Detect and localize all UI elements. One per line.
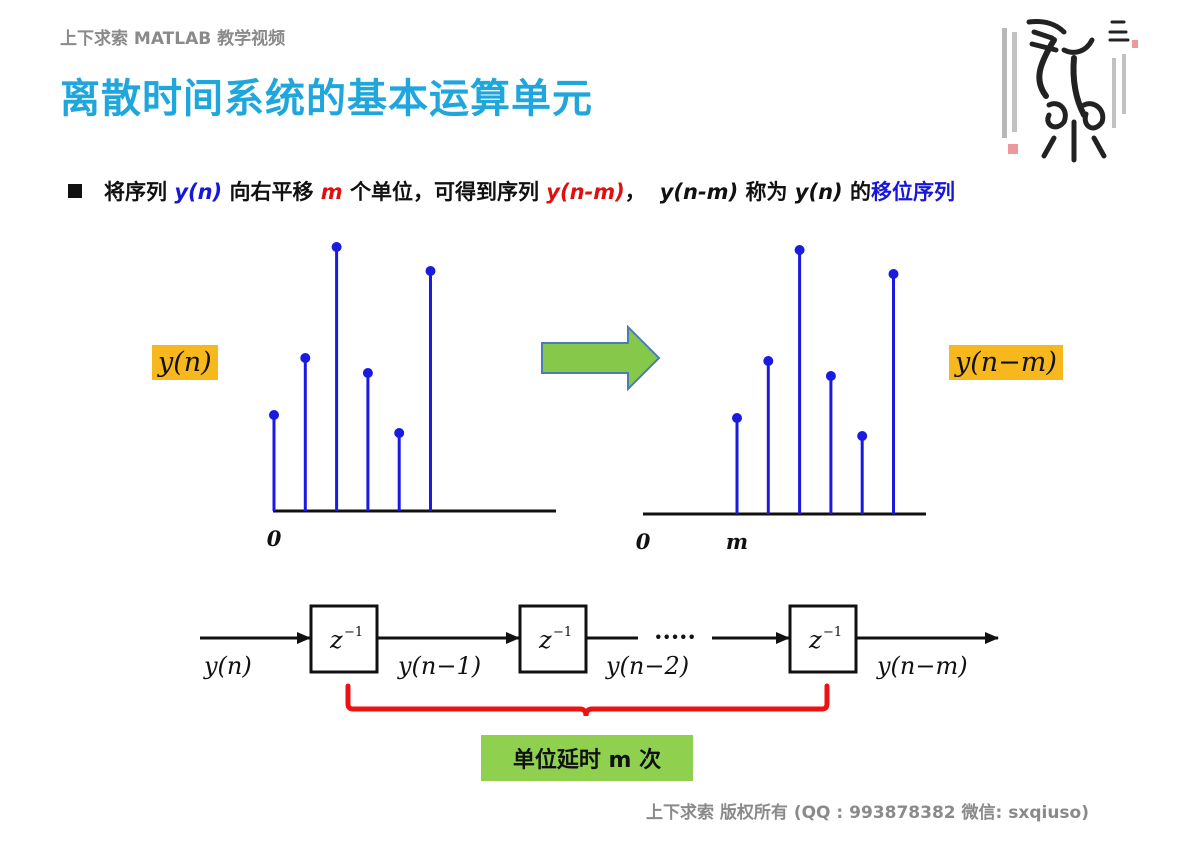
stem-marker (732, 413, 742, 423)
signal-label-yn1: y(n−1) (397, 652, 481, 680)
tick-label: m (726, 529, 748, 554)
stem-marker (857, 431, 868, 441)
right-arrow-icon (541, 324, 661, 392)
delay-block-1 (309, 604, 379, 674)
footer-copyright: 上下求索 版权所有 (QQ : 993878382 微信: sxqiuso) (646, 803, 1089, 823)
delay-exp-1: −1 (344, 625, 363, 640)
stem-chart-original: 0 (267, 242, 556, 551)
bullet-text: 将序列 y(n) 向右平移 m 个单位，可得到序列 y(n-m)， y(n-m) … (68, 176, 955, 206)
stem-marker (362, 368, 373, 378)
delay-z-1: z (329, 626, 343, 654)
seq-ynm: y(n-m) (546, 180, 625, 204)
signal-label-yn2: y(n−2) (605, 652, 689, 680)
ellipsis: ····· (654, 622, 696, 651)
delay-exp-2: −1 (553, 625, 572, 640)
header-caption: 上下求索 MATLAB 教学视频 (60, 29, 286, 49)
stem-marker (888, 269, 899, 279)
seq-yn: y(n) (174, 180, 223, 204)
shifted-sequence-term: 移位序列 (870, 180, 955, 204)
tick-label: 0 (636, 529, 651, 554)
stem-marker (425, 266, 436, 276)
stem-marker (331, 242, 342, 252)
shift-m: m (320, 180, 343, 204)
seal-calligraphy-icon (1002, 19, 1138, 163)
delay-block-m (788, 604, 858, 674)
delay-z-m: z (808, 626, 822, 654)
bullet-square-icon (68, 184, 82, 198)
delay-exp-m: −1 (823, 625, 842, 640)
stem-marker (794, 245, 805, 255)
seq-yn-2: y(n) (794, 180, 843, 204)
right-sequence-label: y(n−m) (949, 345, 1063, 380)
tick-label: 0 (267, 526, 282, 551)
signal-label-ynm: y(n−m) (876, 652, 968, 680)
stem-marker (300, 353, 311, 363)
stem-marker (825, 371, 836, 381)
stem-marker (763, 356, 774, 366)
stem-marker (394, 428, 405, 438)
seq-ynm-2: y(n-m) (659, 180, 739, 204)
signal-label-yn: y(n) (203, 652, 252, 680)
slide-title: 离散时间系统的基本运算单元 (60, 76, 593, 122)
delay-z-2: z (538, 626, 552, 654)
delay-brace (345, 683, 830, 717)
left-sequence-label: y(n) (152, 345, 218, 380)
stem-marker (269, 410, 279, 420)
delay-block-2 (518, 604, 588, 674)
delay-count-label: 单位延时 m 次 (481, 735, 693, 781)
